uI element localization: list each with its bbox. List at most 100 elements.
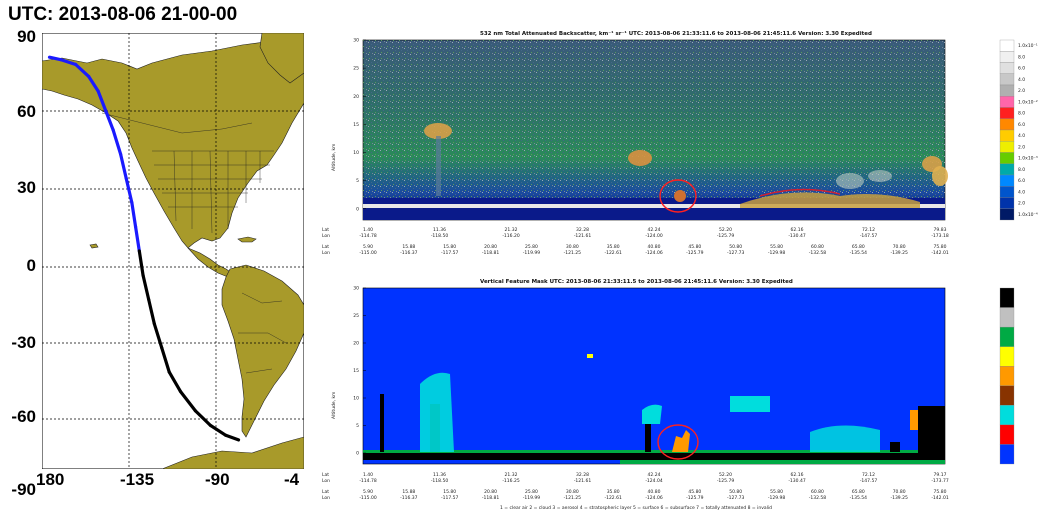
vfm-lat-label2: Lat	[322, 489, 329, 495]
orbit-segment	[96, 89, 108, 113]
map-grid	[42, 33, 304, 469]
bs-plot-noise	[363, 40, 945, 220]
greenland-land	[259, 33, 304, 84]
xtick-180: 180	[36, 470, 65, 489]
vfm-xrow2b-label: -139.25	[890, 495, 908, 501]
vfm-colorbar-cell	[999, 405, 1015, 426]
bs-xrow2b-label: -118.81	[482, 250, 500, 256]
orbit-segment	[193, 409, 213, 427]
vfm-xrow1b-label: -116.25	[502, 478, 520, 484]
vfm-features	[363, 354, 945, 464]
bs-xrow2b-label: -129.98	[768, 250, 786, 256]
bs-lon-row2: -115.00 -116.37 -117.57 -118.81 -119.99 -121.…	[359, 250, 949, 256]
vfm-lon-row2: -115.00 -116.37 -117.57 -118.81 -119.99 -121.…	[359, 495, 949, 501]
bs-xrow2-label: 55.80	[770, 244, 783, 250]
vfm-xrow2-label: 60.80	[811, 489, 824, 495]
vfm-xrow1-label: 72.12	[862, 472, 875, 478]
bs-lon-label: Lon	[322, 233, 330, 239]
vfm-yticks: 30 25 20 15 10 5 0	[353, 286, 366, 457]
bs-lat-row: 1.40 11.36 21.32 32.28 42.24 52.20 62.16 72.12 7…	[363, 227, 947, 233]
vfm-xrow2b-label: -121.25	[564, 495, 582, 501]
south-america-land	[221, 264, 304, 438]
bs-colorbar-label: 6.0	[1018, 66, 1025, 72]
orbit-segment	[104, 108, 115, 132]
bs-xrow1b-label: -130.47	[788, 233, 806, 239]
vfm-legend: 1 = clear air 2 = cloud 3 = aerosol 4 = …	[500, 505, 772, 511]
bs-colorbar-cell	[999, 129, 1015, 142]
bs-colorbar-cell	[999, 208, 1015, 221]
vfm-xrow2-label: 50.80	[729, 489, 742, 495]
vfm-ytick: 25	[353, 313, 359, 319]
bs-xrow1-label: 72.12	[862, 227, 875, 233]
orbit-segment	[118, 152, 128, 180]
bs-colorbar-label: 4.0	[1018, 189, 1025, 195]
vfm-xrow2b-label: -115.00	[359, 495, 377, 501]
orbit-segment	[111, 128, 123, 156]
bs-xrow2b-label: -116.37	[400, 250, 418, 256]
bs-xrow2b-label: -135.54	[850, 250, 868, 256]
bs-colorbar-label: 1.0x10⁻²	[1018, 99, 1038, 105]
bs-xrow2-label: 25.80	[525, 244, 538, 250]
vfm-xrow2b-label: -122.61	[604, 495, 622, 501]
bs-ytick: 20	[353, 94, 359, 100]
bs-xrow1-label: 62.16	[791, 227, 804, 233]
ytick-60: 60	[17, 102, 36, 121]
vfm-colorbar-cell	[999, 385, 1015, 406]
vfm-xrow1-label: 11.36	[433, 472, 446, 478]
vfm-title: Vertical Feature Mask UTC: 2013-08-06 21…	[480, 279, 793, 285]
vfm-xrow1b-label: -130.47	[788, 478, 806, 484]
vfm-xrow2b-label: -125.79	[686, 495, 704, 501]
bs-xrow2b-label: -142.01	[931, 250, 949, 256]
bs-xrow1-label: 42.24	[648, 227, 661, 233]
bs-colorbar-cell	[999, 118, 1015, 131]
bs-colorbar-label: 1.0x10⁻⁴	[1018, 212, 1038, 218]
backscatter-panel: Altitude, km 30 25 20 15 10 5 0 1.40 11.36 21.32…	[322, 38, 1038, 257]
vfm-xrow2b-label: -129.98	[768, 495, 786, 501]
vfm-colorbar	[999, 287, 1015, 465]
vfm-ylabel: Altitude, km	[331, 392, 337, 419]
vfm-xrow2b-label: -124.06	[645, 495, 663, 501]
vfm-lat-row2: 5.90 15.88 15.80 20.80 25.80 30.80 35.80 40.80 4…	[363, 489, 947, 495]
ytick-30: 30	[17, 178, 36, 197]
bs-xrow2-label: 35.80	[607, 244, 620, 250]
bs-xrow1b-label: -173.18	[931, 233, 949, 239]
bs-colorbar-cell	[999, 141, 1015, 153]
vfm-ytick: 10	[353, 396, 359, 402]
bs-colorbar-label: 2.0	[1018, 201, 1025, 207]
bs-xrow2b-label: -132.58	[809, 250, 827, 256]
vfm-xrow2b-label: -119.99	[523, 495, 541, 501]
bs-xrow1b-label: -116.20	[502, 233, 520, 239]
vfm-xrow2-label: 55.80	[770, 489, 783, 495]
bs-colorbar-cell	[999, 152, 1015, 164]
vfm-colorbar-cell	[999, 307, 1015, 328]
orbit-segment	[124, 176, 134, 205]
bs-colorbar-cell	[999, 73, 1015, 86]
bs-colorbar-label: 8.0	[1018, 167, 1025, 173]
vfm-panel: Altitude, km 30 25 20 15 10 5 0 1.40 11.36 21.32…	[322, 286, 1015, 511]
vfm-ytick: 20	[353, 341, 359, 347]
bs-xrow2-label: 15.88	[402, 244, 415, 250]
bs-xrow2b-label: -125.79	[686, 250, 704, 256]
bs-xrow2b-label: -139.25	[890, 250, 908, 256]
bs-xrow2b-label: -117.57	[441, 250, 459, 256]
bs-colorbar-label: 6.0	[1018, 122, 1025, 128]
bs-xrow2-label: 20.80	[484, 244, 497, 250]
orbit-segment	[152, 322, 164, 350]
vfm-colorbar-cell	[999, 444, 1015, 465]
bs-colorbar-cell	[999, 174, 1015, 187]
bs-xrow2b-label: -115.00	[359, 250, 377, 256]
bs-xrow1-label: 1.40	[363, 227, 373, 233]
bs-ytick: 30	[353, 38, 359, 44]
vfm-ytick: 5	[356, 423, 359, 429]
vfm-ytick: 15	[353, 368, 359, 374]
bs-xrow2-label: 70.80	[893, 244, 906, 250]
xtick-neg90: -90	[205, 470, 230, 489]
vfm-lon-row: -114.78 -118.50 -116.25 -121.61 -124.04 -125.…	[359, 478, 949, 484]
bs-colorbar-cell	[999, 51, 1015, 63]
orbit-segment	[47, 55, 63, 62]
vfm-xrow1-label: 32.28	[576, 472, 589, 478]
vfm-xrow2b-label: -118.81	[482, 495, 500, 501]
vfm-colorbar-cell	[999, 346, 1015, 367]
vfm-xrow2-label: 30.80	[566, 489, 579, 495]
backscatter-title: 532 nm Total Attenuated Backscatter, km⁻…	[480, 31, 872, 37]
